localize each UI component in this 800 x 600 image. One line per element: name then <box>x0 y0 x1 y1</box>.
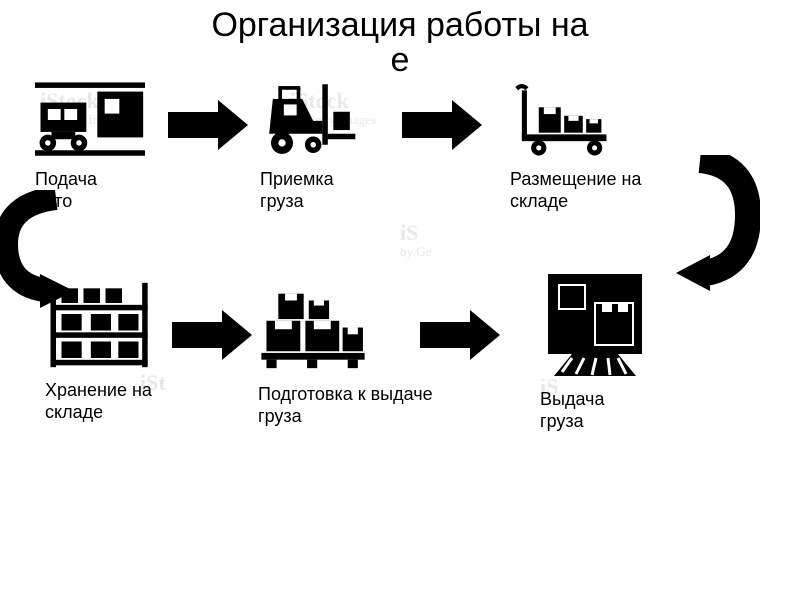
arrow-right-icon <box>168 100 248 155</box>
stage-storage: Хранение наскладе <box>45 280 155 423</box>
arrow-right-icon <box>172 310 252 365</box>
pallet-boxes-icon <box>258 270 368 380</box>
watermark: iS <box>400 220 418 246</box>
stage-label: Размещение наскладе <box>510 169 641 212</box>
stage-placement: Размещение наскладе <box>510 75 641 212</box>
hand-trolley-icon <box>510 75 620 165</box>
arrow-right-icon <box>420 310 500 365</box>
stage-label: Выдачагруза <box>540 389 650 432</box>
stage-prep: Подготовка к выдачегруза <box>258 270 433 427</box>
truck-back-icon <box>540 268 650 383</box>
stage-receiving: Приемкагруза <box>260 75 370 212</box>
shelving-icon <box>45 280 155 370</box>
stage-label: Приемкагруза <box>260 169 370 212</box>
truck-dock-icon <box>35 75 145 165</box>
stage-label: Хранение наскладе <box>45 380 155 423</box>
watermark: by Ge <box>400 244 431 260</box>
stage-dispatch: Выдачагруза <box>540 268 650 432</box>
forklift-icon <box>260 75 370 165</box>
arrow-curve-down-left-icon <box>660 155 760 300</box>
stage-label: Подготовка к выдачегруза <box>258 384 433 427</box>
arrow-right-icon <box>402 100 482 155</box>
page-title: Организация работы на <box>0 0 800 45</box>
